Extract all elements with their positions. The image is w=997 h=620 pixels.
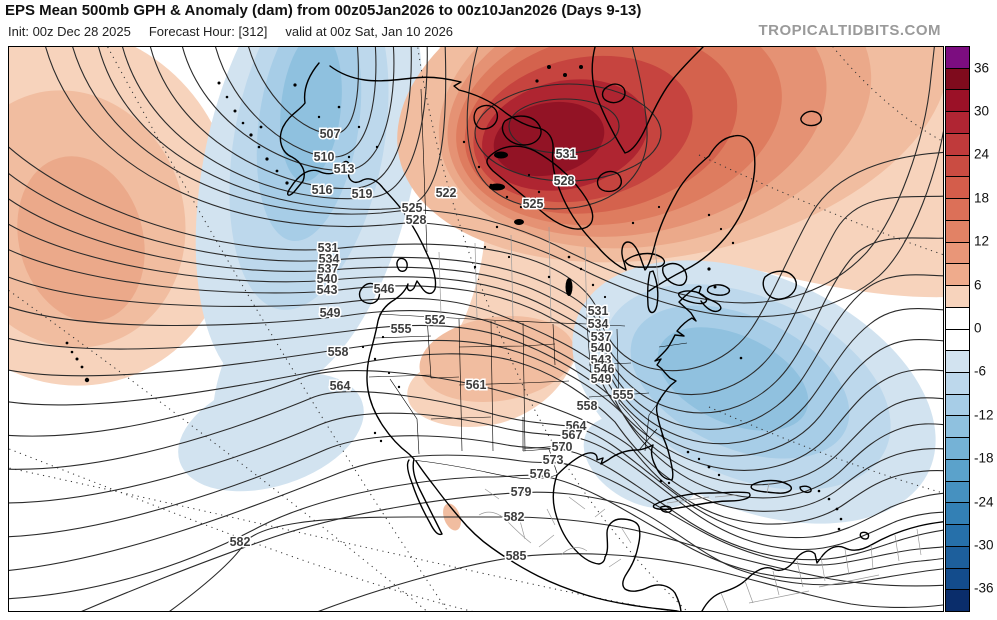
admin-borders	[438, 226, 922, 611]
contour-label: 546	[594, 362, 615, 376]
contour-label: 531	[556, 147, 577, 161]
colorbar-tick: -18	[974, 450, 994, 466]
us-state-borders	[368, 88, 688, 480]
contour-label: 543	[317, 283, 338, 297]
contour-label: 528	[554, 174, 575, 188]
colorbar-tick: 24	[974, 146, 990, 162]
colorbar-cell	[946, 47, 969, 68]
colorbar-cell	[946, 111, 969, 133]
contour-label: 537	[318, 262, 339, 276]
colorbar-cell	[946, 480, 969, 503]
colorbar-tick: -30	[974, 537, 994, 553]
island-lake-speckles	[65, 65, 843, 531]
chart-subtitle: Init: 00z Dec 28 2025 Forecast Hour: [312…	[8, 24, 471, 39]
colorbar-tick: -6	[974, 363, 987, 379]
colorbar-cell	[946, 241, 969, 264]
contour-label: 585	[506, 549, 527, 563]
valid-time-label: valid at 00z Sat, Jan 10 2026	[285, 24, 454, 39]
contour-label: 564	[330, 379, 351, 393]
colorbar-tick: -36	[974, 580, 994, 596]
tropicaltidbits-watermark: TROPICALTIDBITS.COM	[758, 22, 941, 39]
colorbar-cell	[946, 437, 969, 459]
chart-title: EPS Mean 500mb GPH & Anomaly (dam) from …	[5, 2, 642, 19]
contour-label: 558	[328, 345, 349, 359]
colorbar-cell	[946, 285, 969, 307]
contour-label: 540	[591, 341, 612, 355]
contour-label: 525	[402, 201, 423, 215]
contour-label: 567	[562, 428, 583, 442]
anomaly-colorbar	[945, 46, 970, 612]
colorbar-cell	[946, 589, 969, 612]
colorbar-cell	[946, 524, 969, 546]
contour-label: 507	[320, 127, 341, 141]
contour-label: 540	[317, 272, 338, 286]
coastlines	[279, 47, 943, 611]
contour-label: 531	[588, 304, 609, 318]
contour-label: 558	[577, 399, 598, 413]
contour-label: 534	[588, 317, 609, 331]
contour-label: 510	[314, 150, 335, 164]
colorbar-cell	[946, 567, 969, 590]
colorbar-tick: -24	[974, 494, 994, 510]
colorbar-cell	[946, 89, 969, 112]
colorbar-cell	[946, 219, 969, 242]
colorbar-cell	[946, 415, 969, 438]
contour-label: 543	[591, 353, 612, 367]
contour-label: 552	[425, 313, 446, 327]
contour-label: 528	[406, 213, 427, 227]
colorbar-cell	[946, 176, 969, 199]
contour-label: 555	[613, 388, 634, 402]
contour-label: 516	[312, 183, 333, 197]
colorbar-tick: -12	[974, 407, 994, 423]
colorbar-cell	[946, 132, 969, 155]
forecast-hour-label: Forecast Hour: [312]	[148, 24, 268, 39]
contour-label: 534	[319, 252, 340, 266]
colorbar-cell	[946, 502, 969, 525]
contour-label: 582	[230, 535, 251, 549]
colorbar-cell	[946, 198, 969, 220]
colorbar-tick: 0	[974, 320, 982, 336]
colorbar-cell	[946, 154, 969, 177]
contour-label: 576	[530, 467, 551, 481]
colorbar-cell	[946, 263, 969, 286]
colorbar-tick: 36	[974, 60, 990, 76]
contour-label: 549	[591, 372, 612, 386]
height-contours	[9, 47, 943, 611]
colorbar-tick: 12	[974, 233, 990, 249]
colorbar-cell	[946, 67, 969, 90]
contour-label: 573	[543, 453, 564, 467]
contour-label: 570	[552, 440, 573, 454]
contour-label: 546	[374, 282, 395, 296]
colorbar-tick: 18	[974, 190, 990, 206]
contour-label: 513	[334, 162, 355, 176]
colorbar-tick: 30	[974, 103, 990, 119]
map-panel: 507 510 513 516 519 522 525 528 525 528 531 531 534 5…	[8, 46, 944, 612]
contour-label: 519	[352, 187, 373, 201]
colorbar-cell	[946, 545, 969, 568]
contour-label: 582	[504, 510, 525, 524]
colorbar-tick: 6	[974, 277, 982, 293]
contour-label: 555	[391, 322, 412, 336]
colorbar-cell	[946, 328, 969, 351]
contour-label: 579	[511, 485, 532, 499]
contour-label: 564	[566, 419, 587, 433]
colorbar-cell	[946, 350, 969, 373]
colorbar-cell	[946, 393, 969, 416]
contour-label: 531	[318, 241, 339, 255]
contour-label: 549	[320, 306, 341, 320]
init-time-label: Init: 00z Dec 28 2025	[8, 24, 131, 39]
colorbar-cell	[946, 372, 969, 394]
contour-label: 522	[436, 186, 457, 200]
colorbar-cell	[946, 458, 969, 481]
contour-label: 537	[591, 330, 612, 344]
contour-label: 525	[523, 197, 544, 211]
contour-label: 561	[466, 378, 487, 392]
graticule-lines	[9, 47, 943, 611]
colorbar-tick-labels: 36 30 24 18 12 6 0 -6 -12 -18 -24 -30 -36	[974, 46, 997, 612]
colorbar-cell	[946, 306, 969, 329]
